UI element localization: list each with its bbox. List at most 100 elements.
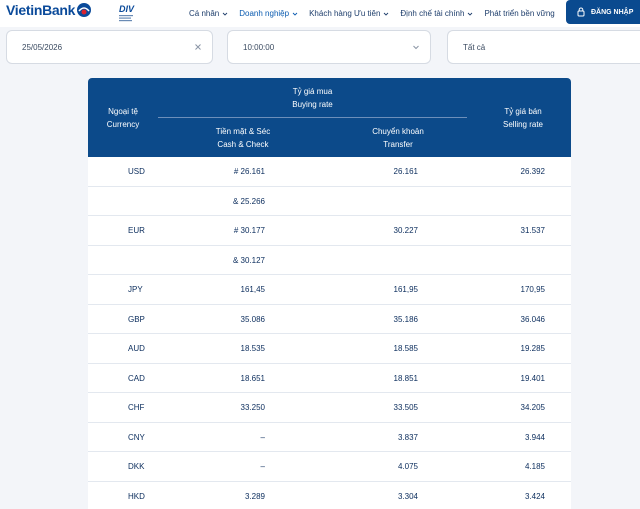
nav-phat-trien-ben-vung[interactable]: Phát triển bền vững [484,9,554,18]
cash-rate: – [260,462,265,471]
currency-cell: AUD [110,334,145,363]
header-cash-en: Cash & Check [217,140,269,149]
flag-hk-icon [110,492,122,500]
selling-rate: 19.401 [520,373,545,383]
svg-text:DIV: DIV [119,4,135,14]
nav-doanh-nghiep[interactable]: Doanh nghiệp [239,9,298,18]
currency-code: JPY [128,285,143,294]
exchange-rate-table: Ngoại tệ Currency Tỷ giá mua Buying rate… [88,78,571,509]
table-header: Ngoại tệ Currency Tỷ giá mua Buying rate… [88,78,571,157]
nav-label: Định chế tài chính [400,9,465,18]
header-selling-en: Selling rate [502,120,544,129]
header-buying-vi: Tỷ giá mua [292,87,333,96]
div-logo-icon: DIV [119,4,135,22]
table-row: EUR # 30.177 30.227 31.537 [88,216,571,246]
table-row: & 30.127 [88,246,571,275]
chevron-down-icon [468,12,473,16]
cash-rate: – [260,432,265,442]
nav-label: Phát triển bền vững [484,9,555,18]
currency-code: AUD [128,344,145,353]
flag-dk-icon [110,463,122,471]
currency-cell: USD [110,157,145,186]
currency-code: GBP [128,314,145,324]
flag-cn-icon [110,433,122,441]
currency-code: CHF [128,403,145,412]
header-buying-en: Buying rate [292,100,333,109]
chevron-down-icon [292,12,298,16]
selling-rate: 3.424 [524,491,545,501]
header-currency: Ngoại tệ Currency [88,105,158,131]
header-selling-vi: Tỷ giá bán [504,107,542,116]
flag-ch-icon [110,404,122,412]
time-select[interactable]: 10:00:00 [227,30,431,64]
header-currency-vi: Ngoại tệ [108,107,138,116]
time-value: 10:00:00 [243,42,275,52]
chevron-down-icon [384,12,389,16]
currency-cell: CHF [110,393,144,422]
selling-rate: 170,95 [520,285,545,294]
transfer-rate: 4.075 [397,462,418,471]
transfer-rate: 3.304 [397,491,418,501]
clear-icon[interactable] [194,43,202,51]
currency-cell: CNY [110,423,145,452]
table-row: CHF 33.250 33.505 34.205 [88,393,571,423]
flag-us-icon [110,168,122,176]
header-cash-vi: Tiền mặt & Séc [215,127,271,136]
table-row: GBP 35.086 35.186 36.046 [88,305,571,334]
currency-code: USD [128,167,145,176]
transfer-rate: 161,95 [393,285,418,294]
selling-rate: 31.537 [520,226,545,235]
table-row: USD # 26.161 26.161 26.392 [88,157,571,187]
transfer-rate: 33.505 [393,403,418,412]
currency-code: EUR [128,226,145,235]
nav-label: Cá nhân [189,9,220,18]
cash-rate: # 26.161 [233,167,265,176]
flag-gb-icon [110,315,122,323]
vietinbank-logo[interactable]: VietinBank [6,2,92,18]
date-value: 25/05/2026 [22,42,63,52]
cash-rate: & 30.127 [232,255,265,265]
currency-code: HKD [128,491,145,501]
cash-rate: & 25.266 [232,196,265,206]
header-buying: Tỷ giá mua Buying rate [158,85,467,111]
table-row: CNY – 3.837 3.944 [88,423,571,452]
header-divider [158,117,467,118]
header-currency-en: Currency [106,120,140,129]
chevron-down-icon [222,12,228,16]
cash-rate: 161,45 [240,285,265,294]
table-row: & 25.266 [88,187,571,216]
login-button[interactable]: ĐĂNG NHẬP [566,0,640,24]
nav-dinh-che-tai-chinh[interactable]: Định chế tài chính [400,9,473,18]
flag-jp-icon [110,286,122,294]
header-selling: Tỷ giá bán Selling rate [473,105,571,131]
transfer-rate: 30.227 [393,226,418,235]
flag-eu-icon [110,227,122,235]
table-row: HKD 3.289 3.304 3.424 [88,482,571,509]
cash-rate: 33.250 [240,403,265,412]
header-transfer: Chuyển khoản Transfer [343,125,453,151]
table-row: CAD 18.651 18.851 19.401 [88,364,571,393]
transfer-rate: 18.851 [393,373,418,383]
currency-cell: CAD [110,364,145,393]
logo-text: VietinBank [6,2,76,18]
category-select[interactable]: Tất cả [447,30,640,64]
currency-cell: EUR [110,216,145,245]
cash-rate: 18.651 [240,373,265,383]
nav-ca-nhan[interactable]: Cá nhân [189,9,228,18]
transfer-rate: 18.585 [393,344,418,353]
selling-rate: 3.944 [524,432,545,442]
header-transfer-vi: Chuyển khoản [372,127,424,136]
currency-cell: HKD [110,482,145,509]
cash-rate: 3.289 [244,491,265,501]
date-picker[interactable]: 25/05/2026 [6,30,213,64]
selling-rate: 34.205 [520,403,545,412]
table-row: DKK – 4.075 4.185 [88,452,571,482]
lock-icon [577,7,585,17]
currency-code: CNY [128,432,145,442]
selling-rate: 4.185 [524,462,545,471]
transfer-rate: 26.161 [393,167,418,176]
nav-label: Doanh nghiệp [239,9,290,18]
selling-rate: 26.392 [520,167,545,176]
nav-khach-hang-uu-tien[interactable]: Khách hàng Ưu tiên [309,9,389,18]
cash-rate: 18.535 [240,344,265,353]
